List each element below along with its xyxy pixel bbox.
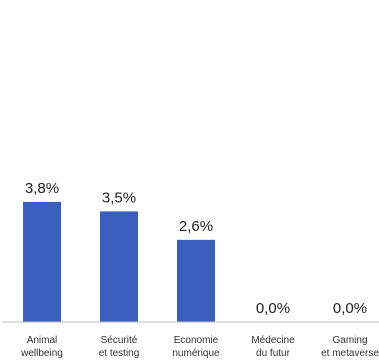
bars-layer: [23, 201, 215, 322]
x-tick-label-4-line-1: et metaverse: [321, 348, 379, 359]
data-label-3: 0,0%: [256, 300, 290, 317]
x-tick-label-0-line-1: wellbeing: [20, 348, 63, 359]
x-tick-label-3-line-1: du futur: [256, 348, 291, 359]
x-tick-label-3-line-0: Médecine: [251, 335, 295, 346]
x-tick-label-2-line-1: numérique: [172, 348, 220, 359]
x-tick-label-1-line-0: Sécurité: [101, 335, 138, 346]
bar-2: [177, 239, 215, 322]
x-tick-labels-layer: Animal wellbeing Sécurité et testing Economi…: [20, 335, 379, 359]
data-label-4: 0,0%: [333, 300, 367, 317]
data-labels-layer: 3,8% 3,5% 2,6% 0,0% 0,0%: [25, 180, 367, 317]
x-tick-label-1-line-1: et testing: [99, 348, 140, 359]
x-tick-label-4-line-0: Gaming: [332, 335, 367, 346]
x-tick-label-2-line-0: Economie: [174, 335, 219, 346]
data-label-0: 3,8%: [25, 180, 59, 197]
bar-1: [100, 211, 138, 322]
data-label-1: 3,5%: [102, 189, 136, 206]
data-label-2: 2,6%: [179, 218, 213, 235]
x-tick-label-0-line-0: Animal: [27, 335, 58, 346]
bar-0: [23, 201, 61, 322]
